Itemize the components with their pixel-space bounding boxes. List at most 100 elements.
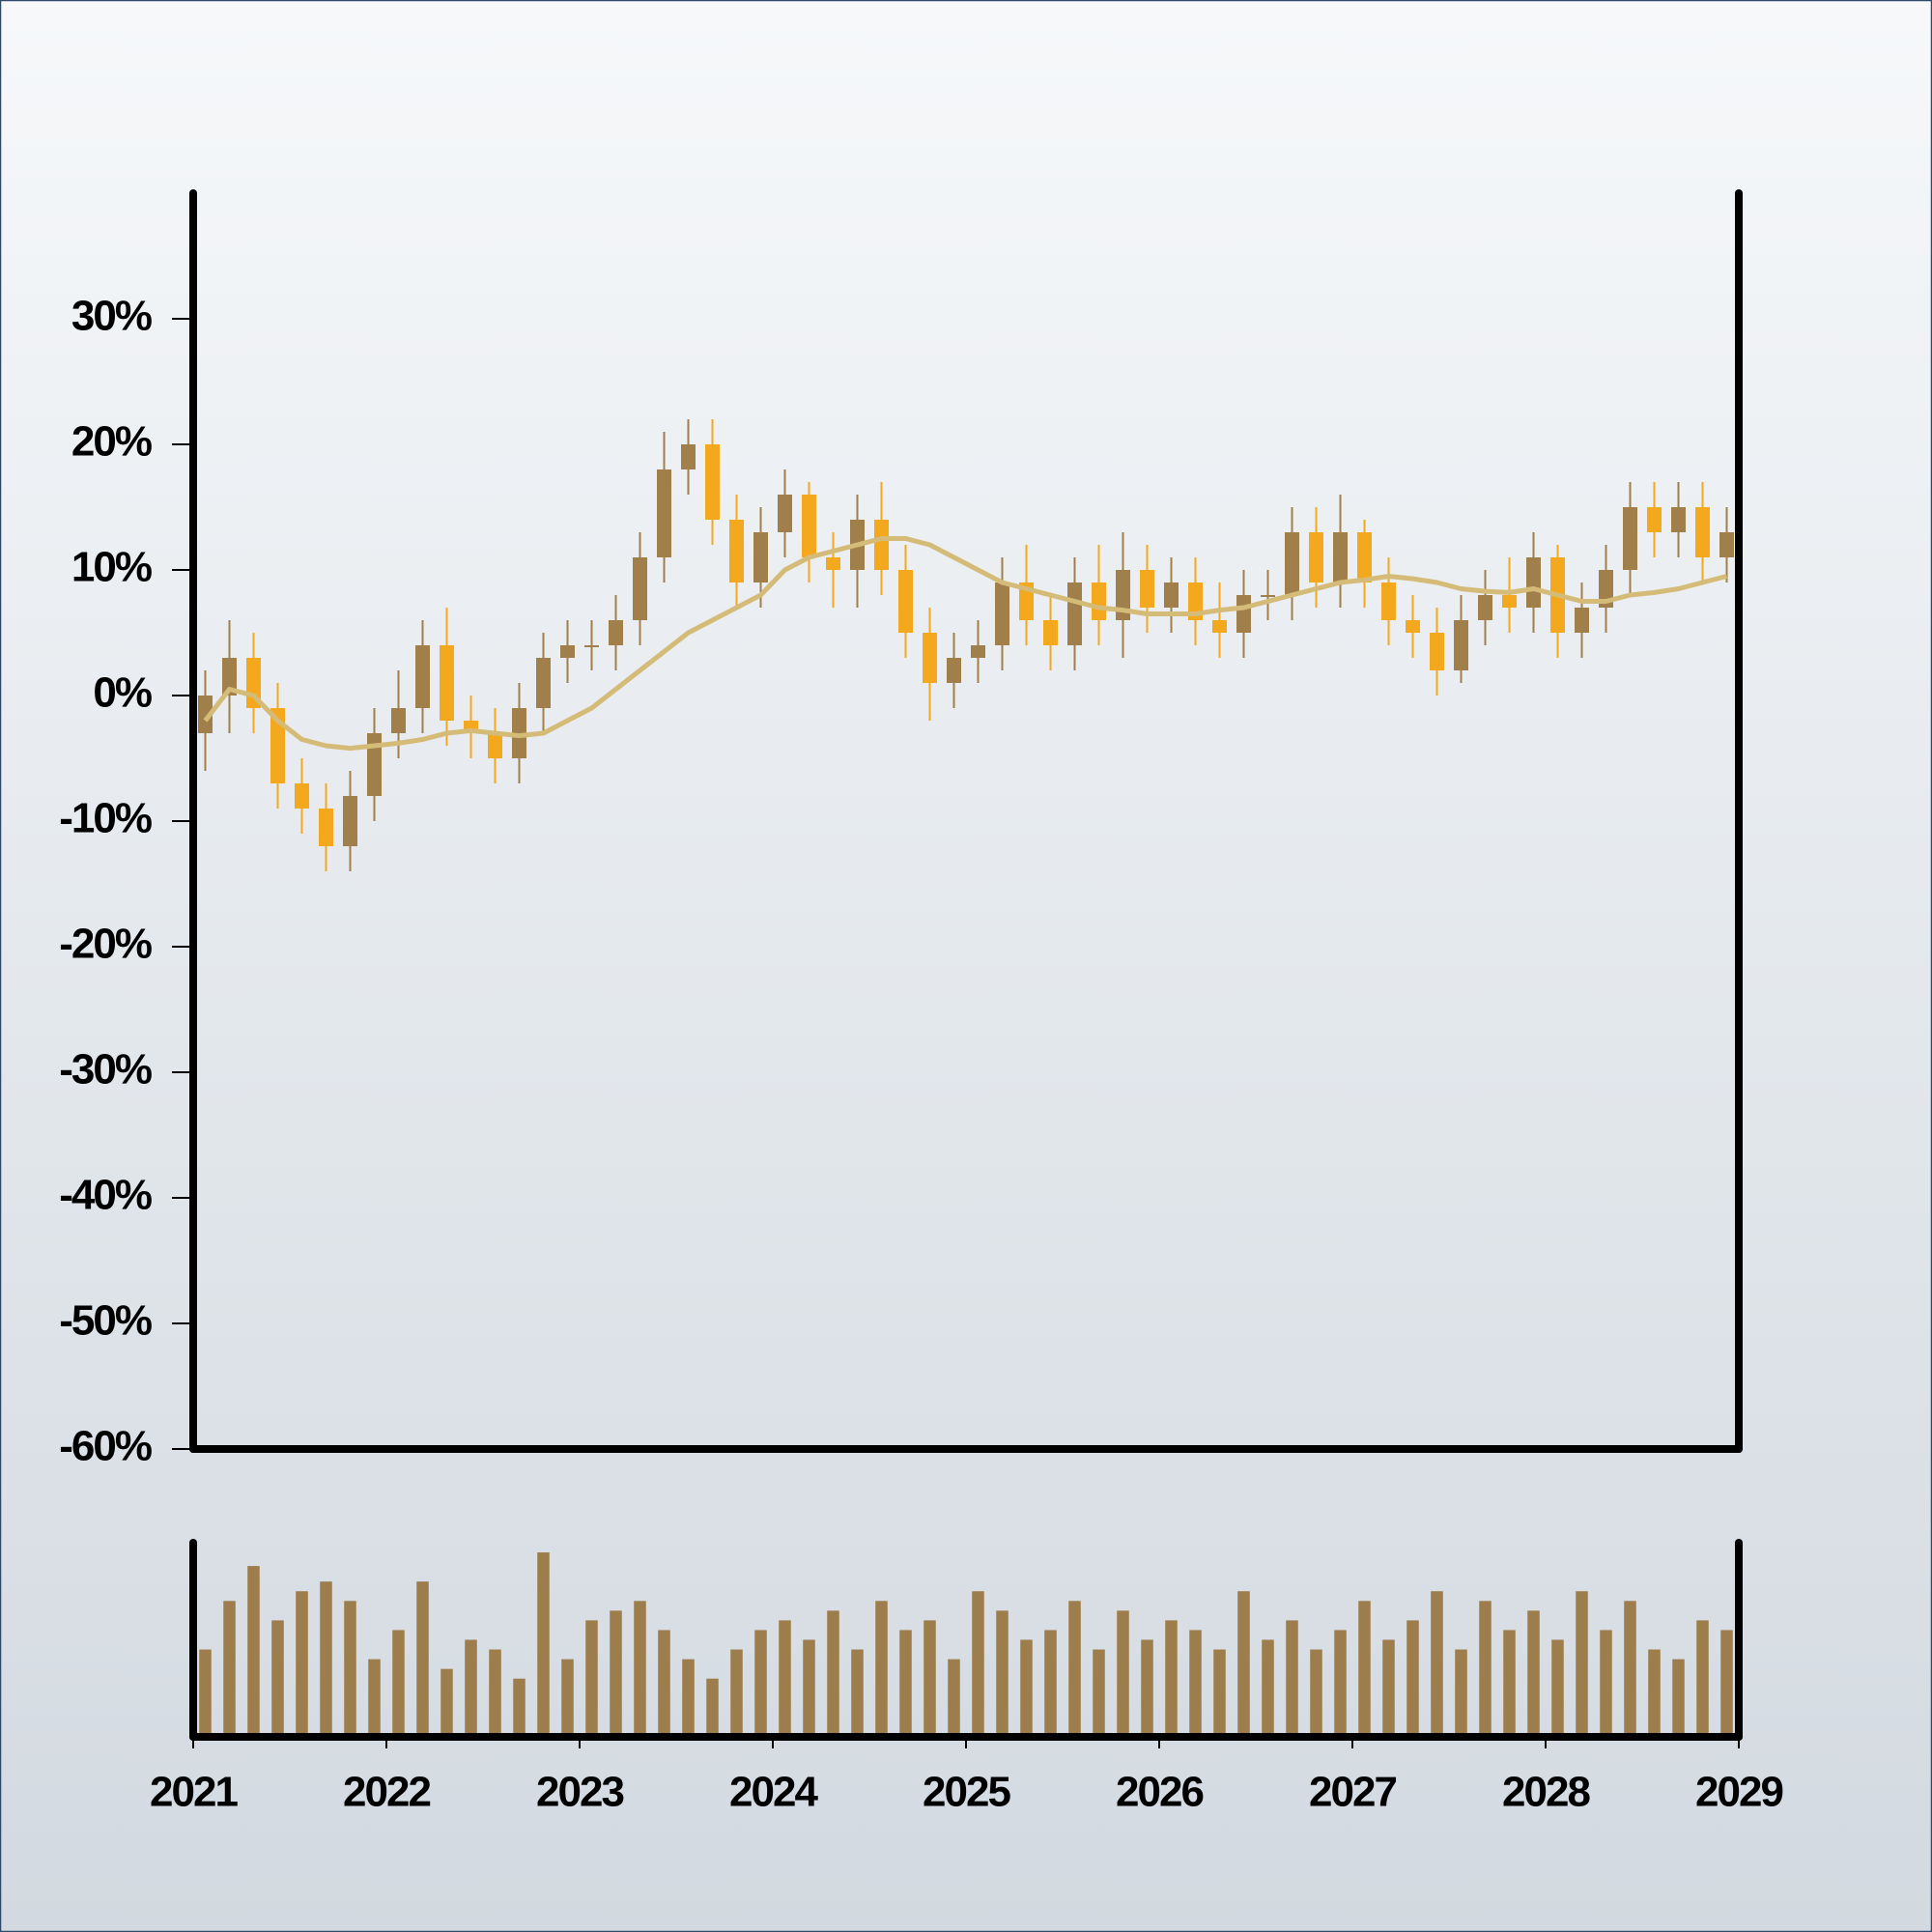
- volume-bar: [658, 1630, 670, 1737]
- volume-bar: [489, 1649, 501, 1737]
- volume-bar: [1358, 1601, 1371, 1737]
- candle-body: [1478, 595, 1492, 620]
- candle-body: [923, 633, 937, 683]
- candle-body: [1406, 620, 1420, 633]
- candle-body: [947, 658, 961, 683]
- volume-bar: [851, 1649, 864, 1737]
- volume-bar: [996, 1610, 1009, 1737]
- volume-bar: [199, 1649, 212, 1737]
- y-tick-label: 0%: [93, 669, 151, 717]
- candle-body: [1164, 582, 1179, 608]
- volume-bar: [247, 1566, 260, 1737]
- candle-body: [1212, 620, 1227, 633]
- volume-bar: [730, 1649, 743, 1737]
- volume-bar: [392, 1630, 405, 1737]
- volume-bar: [1431, 1591, 1443, 1737]
- candle-body: [343, 796, 357, 846]
- x-tick-label: 2025: [923, 1769, 1010, 1816]
- volume-bar: [1624, 1601, 1636, 1737]
- x-tick-label: 2029: [1695, 1769, 1782, 1816]
- volume-bar: [513, 1678, 526, 1737]
- x-tick-label: 2028: [1502, 1769, 1590, 1816]
- volume-bar: [537, 1552, 550, 1737]
- candle-body: [295, 783, 309, 809]
- candle-body: [633, 557, 647, 620]
- candle-body: [1695, 507, 1710, 557]
- volume-bar: [320, 1581, 332, 1737]
- volume-bar: [296, 1591, 308, 1737]
- candle-body: [1285, 532, 1299, 595]
- volume-bar: [1334, 1630, 1347, 1737]
- candle-body: [415, 645, 430, 708]
- y-tick-label: -10%: [59, 795, 152, 842]
- candle-body: [1092, 582, 1106, 620]
- volume-bar: [682, 1659, 695, 1737]
- candle-body: [560, 645, 575, 658]
- candle-body: [609, 620, 623, 645]
- x-tick-label: 2022: [343, 1769, 430, 1816]
- candle-body: [1236, 595, 1251, 633]
- volume-bar: [1406, 1620, 1419, 1737]
- volume-bar: [1141, 1639, 1153, 1737]
- y-tick-label: -20%: [59, 921, 152, 968]
- y-tick-label: 20%: [71, 418, 152, 466]
- candle-body: [198, 696, 213, 733]
- candle-body: [1188, 582, 1203, 620]
- candle-body: [898, 570, 913, 633]
- volume-bar: [1117, 1610, 1129, 1737]
- candle-body: [1623, 507, 1637, 570]
- candle-body: [729, 520, 744, 582]
- volume-bar: [1696, 1620, 1709, 1737]
- volume-bar: [344, 1601, 356, 1737]
- volume-bar: [779, 1620, 791, 1737]
- candle-body: [1671, 507, 1686, 532]
- candle-body: [657, 469, 671, 557]
- candle-body: [1309, 532, 1323, 582]
- y-tick-label: -30%: [59, 1046, 152, 1094]
- volume-bar: [1165, 1620, 1178, 1737]
- volume-bar: [465, 1639, 477, 1737]
- candle-body: [1526, 557, 1541, 608]
- candle-body: [1502, 595, 1517, 608]
- volume-bar: [1093, 1649, 1105, 1737]
- candle-body: [1381, 582, 1396, 620]
- volume-bar: [875, 1601, 888, 1737]
- volume-bar: [948, 1659, 960, 1737]
- volume-bar: [1551, 1639, 1564, 1737]
- candle-body: [874, 520, 889, 570]
- candle-body: [536, 658, 551, 708]
- volume-bar: [1044, 1630, 1057, 1737]
- volume-bar: [634, 1601, 646, 1737]
- volume-bar: [1068, 1601, 1081, 1737]
- volume-bar: [923, 1620, 936, 1737]
- volume-bar: [1576, 1591, 1588, 1737]
- candle-body: [584, 645, 599, 647]
- volume-bar: [1189, 1630, 1202, 1737]
- plot: -60% -50% -40% -30% -20% -10% 0% 10% 20% 30% 2021 2…: [59, 189, 1784, 1816]
- volume-bar: [972, 1591, 984, 1737]
- volume-bar: [1286, 1620, 1298, 1737]
- volume-bar: [1527, 1610, 1540, 1737]
- candle-body: [971, 645, 985, 658]
- volume-bar: [271, 1620, 284, 1737]
- volume-bar: [1648, 1649, 1661, 1737]
- candle-body: [512, 708, 526, 758]
- volume-bar: [368, 1659, 381, 1737]
- volume-bar: [561, 1659, 574, 1737]
- volume-bar: [610, 1610, 622, 1737]
- candle-body: [488, 733, 502, 758]
- y-tick-label: -50%: [59, 1297, 152, 1345]
- y-tick-label: -40%: [59, 1172, 152, 1219]
- candle-body: [319, 809, 333, 846]
- candle-body: [367, 733, 382, 796]
- x-tick-label: 2027: [1309, 1769, 1396, 1816]
- y-tick-label: 30%: [71, 293, 152, 340]
- y-tick-label: -60%: [59, 1423, 152, 1470]
- candle-body: [1043, 620, 1058, 645]
- volume-bar: [1720, 1630, 1733, 1737]
- candle-body: [440, 645, 454, 721]
- candle-body: [1357, 532, 1372, 582]
- volume-bar: [1479, 1601, 1492, 1737]
- volume-bar: [1213, 1649, 1226, 1737]
- candle-body: [1140, 570, 1154, 608]
